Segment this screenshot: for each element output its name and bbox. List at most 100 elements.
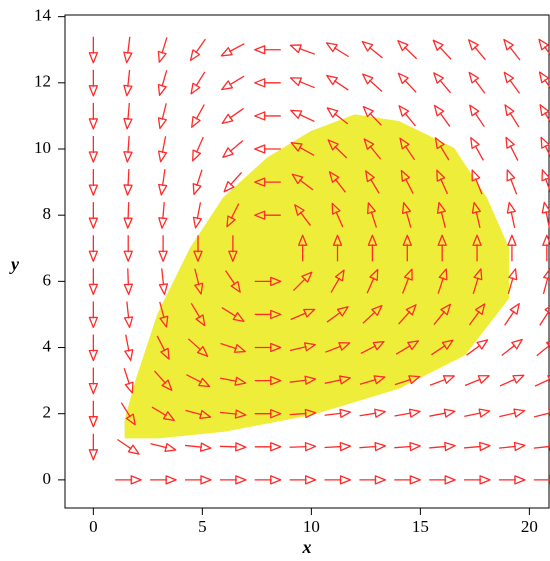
arrow-shaft	[545, 211, 550, 229]
field-arrow	[505, 136, 519, 161]
field-arrow	[194, 268, 204, 295]
arrow-shaft	[219, 411, 237, 415]
field-arrow	[507, 268, 518, 295]
field-arrow	[158, 235, 168, 262]
arrow-head	[254, 111, 266, 121]
arrow-shaft	[359, 445, 377, 449]
arrow-head	[254, 78, 266, 88]
arrow-head	[399, 137, 410, 150]
arrow-shaft	[161, 268, 165, 286]
arrow-head	[88, 449, 98, 461]
arrow-head	[367, 234, 378, 246]
arrow-head	[123, 151, 133, 163]
field-arrow	[120, 402, 136, 426]
arrow-head	[444, 475, 456, 485]
arrow-head	[223, 180, 235, 193]
arrow-shaft	[405, 211, 412, 228]
arrow-head	[472, 234, 482, 246]
arrow-shaft	[126, 301, 130, 319]
arrow-shaft	[335, 211, 344, 228]
field-arrow	[221, 306, 245, 322]
arrow-shaft	[219, 445, 237, 448]
field-arrow	[536, 338, 550, 357]
field-arrow	[541, 201, 550, 229]
field-arrow	[429, 441, 456, 452]
arrow-shaft	[298, 80, 315, 89]
arrow-head	[469, 104, 480, 117]
field-arrow	[434, 137, 450, 161]
arrow-shaft	[534, 412, 550, 418]
arrow-head	[88, 250, 98, 262]
arrow-head	[221, 113, 234, 125]
arrow-head	[362, 105, 374, 118]
field-arrow	[398, 105, 416, 127]
field-arrow	[88, 102, 98, 130]
arrow-head	[473, 268, 483, 281]
arrow-shaft	[127, 102, 131, 120]
arrow-head	[545, 338, 550, 350]
arrow-head	[407, 340, 420, 351]
field-arrow	[429, 375, 455, 386]
arrow-shaft	[225, 270, 236, 286]
arrow-shaft	[333, 112, 349, 125]
arrow-head	[363, 138, 375, 150]
arrow-head	[192, 216, 202, 229]
field-arrow	[156, 335, 170, 360]
x-tick-label: 0	[89, 517, 98, 536]
arrow-shaft	[404, 145, 416, 161]
arrow-shaft	[289, 445, 307, 448]
field-arrow	[88, 69, 98, 97]
arrow-shaft	[292, 278, 306, 292]
arrow-head	[512, 374, 525, 384]
arrow-shaft	[439, 112, 451, 127]
field-arrow	[189, 38, 206, 62]
arrow-head	[369, 268, 379, 281]
field-arrow	[157, 103, 167, 130]
field-arrow	[254, 475, 282, 485]
field-arrow	[123, 36, 133, 64]
arrow-head	[191, 115, 201, 128]
field-arrow	[503, 38, 521, 61]
arrow-head	[397, 72, 409, 85]
arrow-head	[405, 304, 417, 316]
field-arrow	[398, 304, 417, 325]
field-arrow	[123, 268, 133, 295]
field-arrow	[501, 338, 523, 357]
arrow-shaft	[429, 412, 447, 417]
field-arrow	[192, 169, 203, 196]
field-arrow	[472, 234, 482, 262]
arrow-head	[297, 234, 308, 246]
arrow-head	[88, 349, 98, 362]
field-arrow	[254, 111, 281, 121]
arrow-shaft	[289, 379, 307, 383]
field-arrow	[254, 210, 281, 220]
arrow-head	[367, 202, 376, 215]
arrow-shaft	[195, 136, 204, 153]
arrow-head	[88, 316, 98, 329]
field-arrow	[157, 37, 168, 63]
arrow-head	[339, 408, 352, 418]
field-arrow	[289, 342, 316, 352]
arrow-head	[476, 339, 489, 350]
arrow-shaft	[220, 342, 237, 350]
arrow-head	[301, 271, 313, 283]
arrow-shaft	[439, 145, 450, 161]
arrow-shaft	[333, 47, 349, 58]
arrow-head	[470, 136, 480, 149]
arrow-shaft	[368, 46, 383, 59]
field-arrow	[498, 475, 526, 485]
arrow-head	[325, 42, 338, 53]
field-arrow	[254, 276, 282, 287]
field-arrow	[294, 204, 311, 226]
field-arrow	[429, 475, 456, 485]
field-arrow	[365, 170, 380, 194]
field-arrow	[464, 375, 490, 387]
arrow-head	[436, 169, 446, 182]
field-arrow	[499, 408, 526, 418]
arrow-shaft	[324, 379, 342, 384]
arrow-head	[401, 202, 411, 215]
arrow-head	[195, 314, 206, 327]
field-arrow	[362, 105, 382, 126]
arrow-head	[513, 441, 526, 452]
arrow-shaft	[289, 412, 307, 416]
